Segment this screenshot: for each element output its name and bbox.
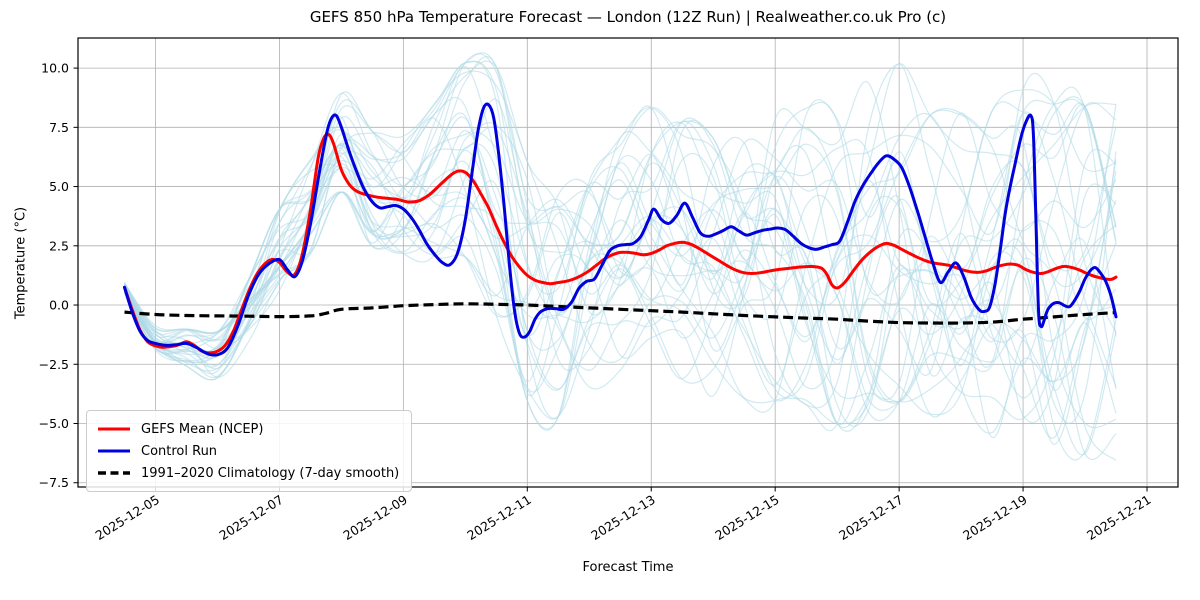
- legend-label-mean: GEFS Mean (NCEP): [141, 421, 264, 437]
- legend-line-sample-mean: [98, 427, 130, 431]
- plot-border: [77, 37, 1179, 488]
- ensemble-member-line: [123, 105, 1117, 401]
- ensemble-member-line: [123, 53, 1117, 411]
- y-axis-label: Temperature (°C): [13, 206, 29, 320]
- legend-label-control: Control Run: [141, 443, 218, 459]
- y-tick-label: −7.5: [39, 475, 69, 490]
- x-tick-label: 2025-12-09: [340, 492, 410, 543]
- legend-line-sample-climatology: [98, 471, 130, 475]
- ensemble-member-line: [123, 70, 1117, 363]
- legend-item-climatology: 1991–2020 Climatology (7-day smooth): [97, 462, 399, 484]
- x-axis-label: Forecast Time: [582, 560, 674, 575]
- x-tick-label: 2025-12-21: [1084, 492, 1154, 543]
- ensemble-member-line: [123, 66, 1117, 456]
- ensemble-member-line: [123, 107, 1117, 461]
- y-tick-label: −2.5: [39, 357, 69, 372]
- x-tick-label: 2025-12-19: [960, 492, 1030, 543]
- ensemble-members: [123, 52, 1117, 462]
- y-tick-labels: 10.0 7.5 5.0 2.5 0.0 −2.5 −5.0 −7.5: [39, 61, 78, 490]
- legend: GEFS Mean (NCEP) Control Run 1991–2020 C…: [86, 410, 413, 492]
- y-tick-label: −5.0: [39, 416, 69, 431]
- legend-label-climatology: 1991–2020 Climatology (7-day smooth): [141, 465, 400, 481]
- control-line: [123, 102, 1118, 357]
- ensemble-member-line: [123, 99, 1117, 414]
- ensemble-member-line: [124, 60, 1117, 413]
- ensemble-member-line: [123, 119, 1117, 421]
- x-tick-label: 2025-12-05: [92, 492, 162, 543]
- x-tick-labels: 2025-12-05 2025-12-07 2025-12-09 2025-12-11…: [92, 487, 1154, 543]
- legend-item-control: Control Run: [97, 440, 399, 462]
- ensemble-member-line: [123, 105, 1117, 418]
- y-tick-label: 0.0: [49, 298, 69, 313]
- x-tick-label: 2025-12-07: [216, 492, 286, 543]
- legend-item-mean: GEFS Mean (NCEP): [97, 418, 399, 440]
- x-tick-label: 2025-12-15: [712, 492, 782, 543]
- climatology-line: [124, 302, 1117, 325]
- ensemble-member-line: [123, 72, 1117, 430]
- ensemble-member-line: [123, 52, 1117, 390]
- ensemble-member-line: [124, 127, 1117, 461]
- y-tick-label: 2.5: [49, 238, 69, 253]
- ensemble-member-line: [123, 61, 1117, 424]
- x-tick-label: 2025-12-13: [588, 492, 658, 543]
- y-tick-label: 5.0: [49, 179, 69, 194]
- x-tick-label: 2025-12-17: [836, 492, 906, 543]
- legend-line-sample-control: [98, 449, 130, 453]
- ensemble-member-line: [123, 101, 1117, 376]
- y-tick-label: 7.5: [49, 120, 69, 135]
- chart-title: GEFS 850 hPa Temperature Forecast — Lond…: [309, 8, 947, 26]
- y-tick-label: 10.0: [41, 61, 69, 76]
- x-tick-label: 2025-12-11: [464, 492, 534, 543]
